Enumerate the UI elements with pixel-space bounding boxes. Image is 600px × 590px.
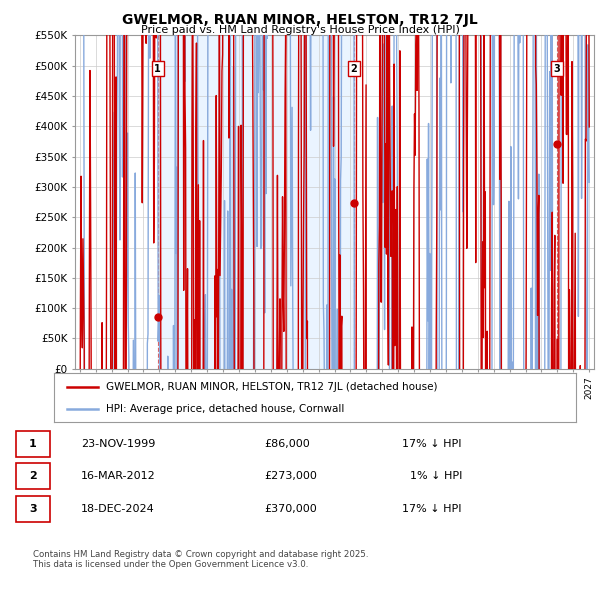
Text: 2: 2: [350, 64, 357, 74]
Text: 17% ↓ HPI: 17% ↓ HPI: [403, 504, 462, 513]
Text: 1: 1: [29, 439, 37, 448]
Text: 3: 3: [29, 504, 37, 513]
Text: 23-NOV-1999: 23-NOV-1999: [81, 439, 155, 448]
Text: 17% ↓ HPI: 17% ↓ HPI: [403, 439, 462, 448]
Text: 3: 3: [553, 64, 560, 74]
Text: 2: 2: [29, 471, 37, 481]
Text: £273,000: £273,000: [264, 471, 317, 481]
Text: £370,000: £370,000: [264, 504, 317, 513]
Text: 1% ↓ HPI: 1% ↓ HPI: [410, 471, 462, 481]
Text: 18-DEC-2024: 18-DEC-2024: [81, 504, 155, 513]
Text: 16-MAR-2012: 16-MAR-2012: [81, 471, 156, 481]
Text: GWELMOR, RUAN MINOR, HELSTON, TR12 7JL: GWELMOR, RUAN MINOR, HELSTON, TR12 7JL: [122, 13, 478, 27]
Text: 1: 1: [154, 64, 161, 74]
Text: Price paid vs. HM Land Registry's House Price Index (HPI): Price paid vs. HM Land Registry's House …: [140, 25, 460, 35]
Text: Contains HM Land Registry data © Crown copyright and database right 2025.
This d: Contains HM Land Registry data © Crown c…: [33, 550, 368, 569]
Bar: [158, 35, 354, 369]
Text: £86,000: £86,000: [264, 439, 310, 448]
Text: HPI: Average price, detached house, Cornwall: HPI: Average price, detached house, Corn…: [106, 404, 344, 414]
Text: GWELMOR, RUAN MINOR, HELSTON, TR12 7JL (detached house): GWELMOR, RUAN MINOR, HELSTON, TR12 7JL (…: [106, 382, 438, 392]
